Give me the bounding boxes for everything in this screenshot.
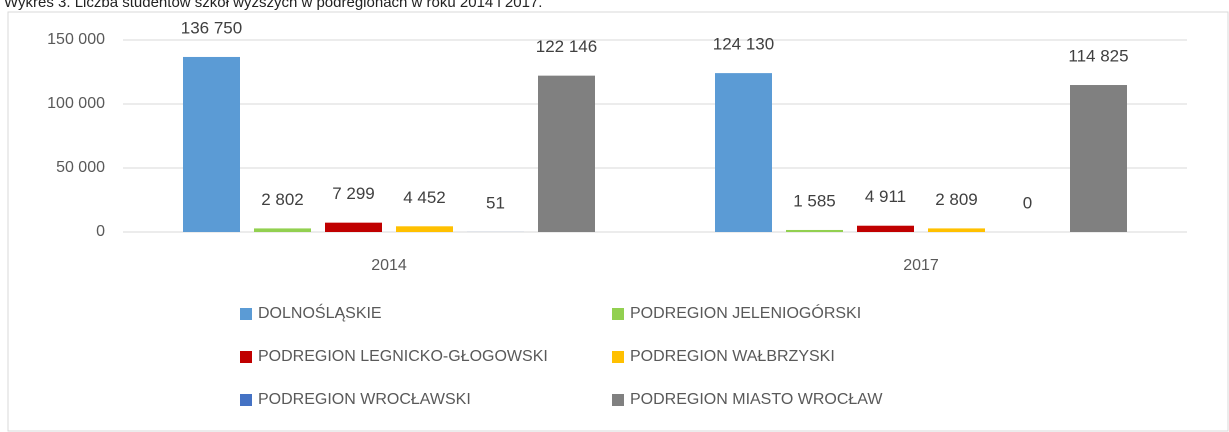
- bar: [396, 226, 453, 232]
- bar: [928, 228, 985, 232]
- y-tick-label: 0: [96, 223, 105, 240]
- chart-title: Wykres 3. Liczba studentów szkół wyższyc…: [4, 0, 542, 11]
- legend-swatch: [612, 308, 624, 320]
- y-tick-label: 50 000: [56, 159, 105, 176]
- data-label: 114 825: [1068, 47, 1128, 66]
- x-tick-label: 2017: [903, 257, 939, 274]
- legend-label: DOLNOŚLĄSKIE: [258, 303, 382, 322]
- bar: [786, 229, 843, 232]
- data-label: 51: [486, 193, 505, 212]
- bar: [538, 75, 595, 232]
- y-tick-label: 150 000: [47, 31, 105, 48]
- bar: [183, 56, 240, 233]
- bar: [715, 73, 772, 232]
- legend-label: PODREGION JELENIOGÓRSKI: [630, 303, 861, 322]
- legend-swatch: [240, 394, 252, 406]
- legend-label: PODREGION LEGNICKO-GŁOGOWSKI: [258, 348, 548, 365]
- y-tick-label: 100 000: [47, 95, 105, 112]
- data-label: 0: [1023, 193, 1032, 212]
- legend-swatch: [612, 394, 624, 406]
- data-label: 124 130: [713, 35, 774, 54]
- x-tick-label: 2014: [371, 257, 407, 274]
- legend-label: PODREGION MIASTO WROCŁAW: [630, 391, 883, 408]
- legend-label: PODREGION WROCŁAWSKI: [258, 391, 471, 408]
- data-label: 122 146: [536, 37, 597, 56]
- data-label: 1 585: [793, 191, 836, 210]
- data-label: 2 802: [261, 190, 304, 209]
- bar: [325, 222, 382, 232]
- legend-label: PODREGION WAŁBRZYSKI: [630, 348, 835, 365]
- data-label: 4 911: [865, 187, 906, 206]
- bar: [1070, 85, 1127, 232]
- bar: [857, 225, 914, 232]
- legend-swatch: [612, 351, 624, 363]
- data-label: 2 809: [935, 190, 978, 209]
- legend-swatch: [240, 308, 252, 320]
- data-label: 4 452: [403, 188, 446, 207]
- data-label: 136 750: [181, 18, 242, 37]
- bar: [254, 228, 311, 232]
- data-label: 7 299: [332, 184, 375, 203]
- legend-swatch: [240, 351, 252, 363]
